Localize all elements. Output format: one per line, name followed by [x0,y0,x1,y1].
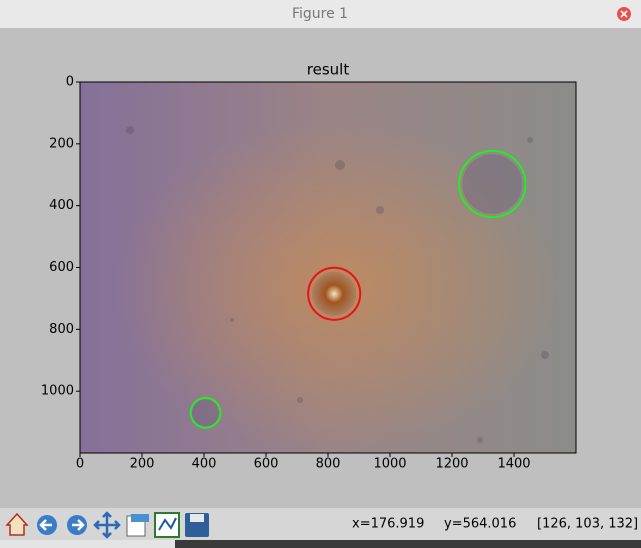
title-bar [0,0,641,28]
y-tick-label: 200 [49,136,74,151]
y-tick-label: 600 [49,260,74,275]
window-title: Figure 1 [292,6,348,22]
x-tick-label: 1400 [497,457,530,472]
speck [230,318,234,322]
pan-button[interactable] [93,511,121,539]
close-icon [620,10,628,18]
subplots-icon [158,517,177,531]
y-tick-label: 1000 [41,384,74,399]
y-tick-label: 800 [49,322,74,337]
axes-title: result [307,61,350,79]
axes: result 0 200 400 600 800 1000 1200 1400 0 200 400 60… [41,61,577,472]
speck [376,206,384,214]
particle [192,399,219,427]
back-icon [39,519,52,531]
x-tick-label: 0 [76,457,84,472]
y-tick-label: 0 [66,75,74,90]
subplots-button[interactable] [154,512,180,538]
particle [312,271,357,316]
status-x: x=176.919 [352,517,424,532]
zoom-icon [131,514,149,522]
toolbar-buttons [5,511,209,539]
x-tick-label: 400 [192,457,217,472]
speck [527,137,533,143]
detection-circle [458,149,527,219]
speck [335,160,345,170]
speck [477,437,483,443]
y-tick-label: 400 [49,198,74,213]
speck [297,397,303,403]
x-tick-label: 1200 [435,457,468,472]
status-pixel: [126, 103, 132] [537,517,638,532]
speck [126,126,134,134]
particle [462,154,523,214]
x-tick-label: 1000 [373,457,406,472]
detection-circle [189,396,222,429]
save-icon [190,514,204,522]
x-tick-label: 800 [316,457,341,472]
speck [541,351,549,359]
x-tick-label: 600 [254,457,279,472]
detection-circle [307,266,362,321]
home-button[interactable] [5,512,29,536]
status-y: y=564.016 [444,517,516,532]
x-tick-label: 200 [130,457,155,472]
background-window [175,540,641,548]
forward-icon [72,519,85,531]
